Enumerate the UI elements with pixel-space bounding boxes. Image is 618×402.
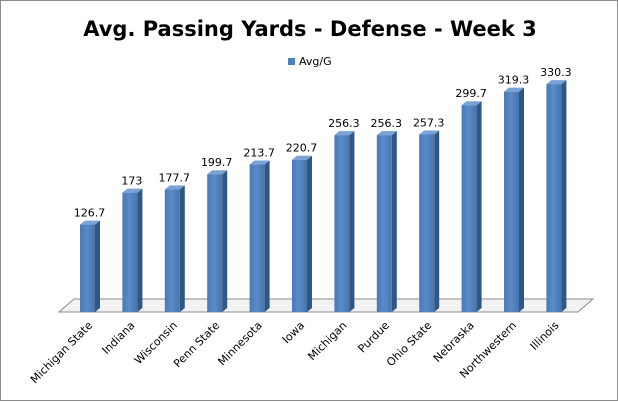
bar-front (419, 134, 435, 312)
category-label: Minnesota (215, 319, 264, 368)
category-label: Indiana (100, 319, 138, 357)
bar-side (476, 101, 482, 312)
bar-top (376, 131, 397, 136)
bar-side (391, 131, 397, 312)
bar-front (292, 159, 307, 312)
bar-side (179, 185, 185, 312)
bar-top (334, 131, 355, 136)
value-labels-group: 126.7 173 177.7 199.7 213.7 220.7 256.3 256.3 25… (74, 66, 572, 219)
bar (546, 80, 567, 312)
bar-side (349, 131, 355, 312)
value-label: 220.7 (286, 142, 318, 155)
bar-side (434, 130, 440, 312)
value-label: 299.7 (455, 87, 487, 100)
bar-side (95, 220, 100, 312)
bar-top (207, 170, 228, 175)
bar-top (80, 220, 100, 225)
bar (419, 130, 440, 312)
value-label: 173 (121, 175, 142, 188)
bar-front (80, 224, 95, 312)
bar-top (546, 80, 567, 85)
category-label: Penn State (171, 319, 222, 370)
bar (122, 188, 143, 312)
value-label: 213.7 (243, 147, 275, 160)
floor (57, 298, 595, 313)
bar-front (461, 105, 477, 312)
bar-top (419, 130, 440, 135)
bar (207, 170, 228, 312)
category-label: Michigan (305, 319, 349, 363)
bar (164, 185, 185, 312)
bar-top (292, 155, 312, 160)
category-label: Iowa (280, 319, 307, 346)
legend-label: Avg/G (299, 55, 332, 68)
bar (80, 220, 100, 312)
category-label: Illinois (528, 319, 562, 353)
value-label: 319.3 (498, 74, 530, 87)
value-label: 257.3 (413, 116, 445, 129)
bar-top (164, 185, 185, 190)
value-label: 177.7 (159, 171, 191, 184)
bar-side (222, 170, 228, 312)
bar-front (504, 91, 519, 312)
category-label: Purdue (356, 319, 393, 356)
value-label: 199.7 (201, 156, 233, 169)
value-label: 330.3 (540, 66, 572, 79)
bar-side (264, 160, 270, 312)
category-label: Michigan State (28, 319, 95, 386)
bar-front (122, 192, 138, 312)
value-label: 256.3 (371, 117, 403, 130)
bar-side (561, 80, 567, 312)
value-label: 126.7 (74, 207, 106, 220)
bar-front (334, 135, 350, 312)
bar (292, 155, 312, 312)
legend-swatch (288, 58, 295, 65)
bar-front (207, 174, 223, 312)
bar-side (137, 188, 143, 312)
legend: Avg/G (288, 55, 332, 68)
chart-title: Avg. Passing Yards - Defense - Week 3 (83, 17, 537, 41)
bar-top (122, 188, 143, 193)
bar (334, 131, 355, 312)
bar-front (376, 135, 392, 312)
bar-front (164, 189, 180, 312)
value-label: 256.3 (328, 117, 360, 130)
bar-side (519, 87, 524, 312)
bar-top (249, 160, 270, 165)
bars-group (80, 80, 567, 312)
bar (376, 131, 397, 312)
bar-side (307, 155, 312, 312)
bar-front (249, 164, 265, 312)
bar-front (546, 84, 562, 312)
chart-floor (57, 298, 595, 313)
bar-top (504, 87, 524, 92)
bar (249, 160, 270, 312)
bar (461, 101, 482, 312)
bar-top (461, 101, 482, 106)
category-label: Ohio State (384, 319, 434, 369)
bar (504, 87, 524, 312)
